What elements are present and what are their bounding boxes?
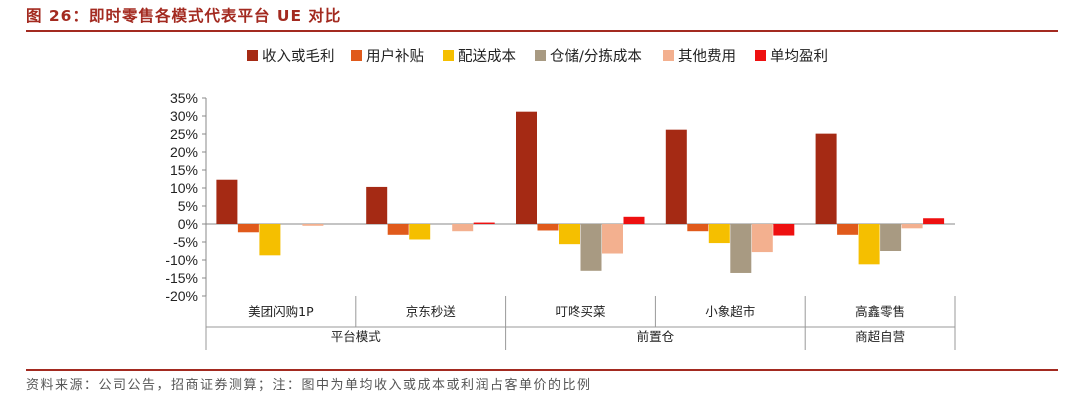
top-rule (26, 30, 1058, 32)
category-label: 京东秒送 (406, 304, 457, 319)
legend-label: 仓储/分拣成本 (550, 48, 642, 65)
y-tick-label: 35% (170, 90, 198, 106)
bar (815, 133, 837, 224)
bar (837, 224, 859, 235)
legend-label: 配送成本 (458, 48, 516, 65)
category-label: 高鑫零售 (855, 304, 905, 319)
group-label: 前置仓 (637, 329, 675, 344)
bar (858, 224, 880, 265)
bar (602, 224, 623, 254)
y-tick-label: -10% (165, 252, 198, 268)
category-label: 美团闪购1P (248, 304, 314, 319)
y-tick-label: 10% (170, 180, 198, 196)
group-label: 商超自营 (855, 329, 905, 344)
bar (730, 224, 752, 273)
bar (880, 224, 902, 251)
bar (623, 216, 645, 224)
legend-label: 收入或毛利 (262, 48, 335, 65)
category-label: 小象超市 (705, 304, 755, 319)
bar (302, 224, 324, 226)
legend-swatch (663, 50, 674, 61)
legend-swatch (351, 50, 362, 61)
bottom-rule (26, 369, 1058, 371)
legend-swatch (443, 50, 454, 61)
y-tick-label: -5% (173, 234, 198, 250)
bar (216, 179, 238, 224)
legend-swatch (247, 50, 258, 61)
bar (259, 224, 281, 256)
y-tick-label: -15% (165, 270, 198, 286)
y-tick-label: 20% (170, 144, 198, 160)
bar (901, 224, 923, 229)
bar (665, 129, 687, 224)
y-tick-label: 0% (178, 216, 198, 232)
bar-chart: 收入或毛利 用户补贴 配送成本 仓储/分拣成本 其他费用 单均盈利 35% 30% 25% 20%… (165, 48, 956, 350)
bar (687, 224, 709, 232)
bar (409, 224, 431, 240)
bar (580, 224, 602, 271)
y-tick-label: 15% (170, 162, 198, 178)
bar (473, 222, 495, 224)
legend-label: 用户补贴 (366, 48, 424, 65)
y-tick-label: -20% (165, 288, 198, 304)
bar (237, 224, 259, 233)
legend-label: 单均盈利 (770, 48, 828, 65)
bar (537, 224, 559, 231)
category-label: 叮咚买菜 (555, 304, 606, 319)
legend-swatch (535, 50, 546, 61)
bar (773, 224, 795, 236)
bar (452, 224, 474, 232)
bar (387, 224, 409, 235)
legend-swatch (755, 50, 766, 61)
bar (751, 224, 773, 253)
y-tick-label: 25% (170, 126, 198, 142)
legend: 收入或毛利 用户补贴 配送成本 仓储/分拣成本 其他费用 单均盈利 (247, 48, 828, 65)
bar (708, 224, 730, 244)
legend-label: 其他费用 (678, 48, 736, 65)
bar (516, 111, 537, 224)
group-label: 平台模式 (331, 329, 382, 344)
y-tick-label: 30% (170, 108, 198, 124)
bar (923, 218, 945, 224)
source-note: 资料来源：公司公告，招商证券测算；注：图中为单均收入或成本或利润占客单价的比例 (26, 378, 592, 393)
y-tick-label: 5% (178, 198, 198, 214)
bar (366, 186, 388, 224)
bar (559, 224, 580, 245)
figure-title: 图 26：即时零售各模式代表平台 UE 对比 (26, 7, 342, 25)
